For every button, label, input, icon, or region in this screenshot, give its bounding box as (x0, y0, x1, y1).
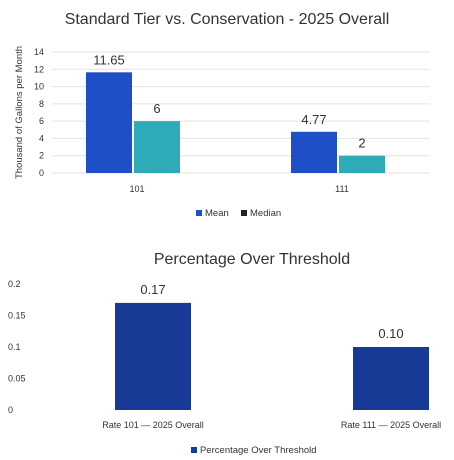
chart-percentage-over-threshold-svg: Percentage Over Threshold 0 0.05 0.1 0.15 0.2… (8, 251, 441, 456)
legend-swatch (191, 447, 197, 453)
bar-median-101 (134, 121, 180, 173)
chart-title: Standard Tier vs. Conservation - 2025 Ov… (65, 11, 390, 28)
legend-entry: Median (250, 208, 281, 219)
legend-entry: Percentage Over Threshold (200, 445, 317, 456)
y-tick-label: 12 (34, 64, 44, 74)
y-tick-label: 0.1 (8, 342, 21, 352)
legend-swatch (196, 210, 202, 216)
y-tick-label: 10 (34, 82, 44, 92)
data-label: 6 (153, 101, 160, 116)
y-tick-label: 0.05 (8, 374, 26, 384)
x-category-label: Rate 111 — 2025 Overall (341, 420, 441, 430)
y-tick-label: 14 (34, 47, 44, 57)
x-category-label: Rate 101 — 2025 Overall (102, 420, 204, 430)
y-tick-label: 4 (39, 133, 44, 143)
chart-standard-tier-svg: Standard Tier vs. Conservation - 2025 Ov… (14, 11, 430, 219)
bar-median-111 (339, 155, 385, 173)
data-label: 11.65 (93, 52, 125, 67)
data-label: 0.10 (378, 326, 403, 341)
x-category-label: 101 (129, 184, 144, 194)
data-label: 4.77 (301, 112, 326, 127)
bar-mean-101 (86, 72, 132, 173)
y-tick-label: 6 (39, 116, 44, 126)
y-tick-label: 8 (39, 99, 44, 109)
data-label: 0.17 (140, 282, 165, 297)
bar-mean-111 (291, 131, 337, 173)
bar-percentage-1 (115, 302, 191, 410)
y-tick-label: 2 (39, 151, 44, 161)
y-axis-label: Thousand of Gallons per Month (14, 46, 25, 179)
legend-swatch (241, 210, 247, 216)
chart-title: Percentage Over Threshold (154, 251, 350, 268)
data-label: 2 (358, 136, 365, 151)
y-tick-label: 0.15 (8, 311, 26, 321)
y-tick-label: 0.2 (8, 279, 21, 289)
y-tick-label: 0 (39, 168, 44, 178)
y-tick-label: 0 (8, 405, 13, 415)
legend-entry: Mean (205, 208, 229, 219)
chart-percentage-over-threshold: Percentage Over Threshold 0 0.05 0.1 0.15 0.2… (0, 240, 454, 460)
chart-standard-tier: Standard Tier vs. Conservation - 2025 Ov… (14, 11, 430, 219)
bar-percentage-2 (353, 347, 429, 410)
x-category-label: 111 (335, 184, 349, 194)
